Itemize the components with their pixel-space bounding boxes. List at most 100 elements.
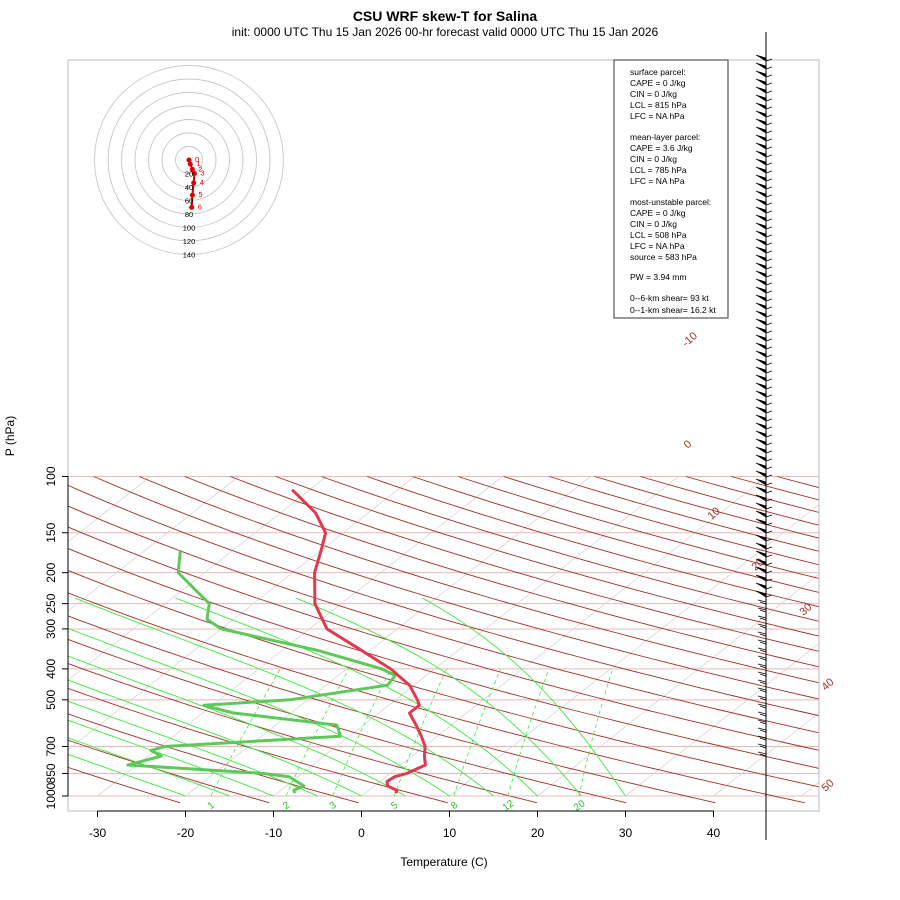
hodograph-level-label: 4 (200, 178, 204, 187)
dry-adiabat (275, 476, 819, 637)
wind-barb (765, 530, 773, 534)
wind-barb (755, 286, 767, 294)
wind-barb (765, 394, 773, 398)
wind-barb (759, 649, 767, 653)
wind-barb (755, 62, 767, 70)
wind-barb (765, 258, 773, 262)
wind-barb (765, 330, 773, 334)
wind-barb (755, 478, 767, 486)
mixing-ratio-line (507, 668, 550, 797)
chart-title: CSU WRF skew-T for Salina (353, 8, 538, 24)
wind-barb (765, 442, 773, 446)
wind-barb (765, 122, 773, 126)
dry-adiabat (68, 505, 819, 734)
wind-barb (765, 146, 773, 150)
x-tick-label: -30 (89, 826, 107, 840)
wind-barb (759, 657, 767, 661)
wind-barb (755, 102, 767, 110)
dry-adiabat (68, 766, 181, 804)
wind-barb (765, 114, 773, 118)
wind-barb (765, 186, 773, 190)
surface-cin: CIN = 0 J/kg (630, 89, 677, 99)
wind-barb (755, 182, 767, 190)
x-tick-label: 40 (707, 826, 721, 840)
wind-barb (765, 354, 773, 358)
wind-barb (755, 214, 767, 222)
wind-barb (757, 695, 767, 699)
isotherm-diagonal (273, 476, 679, 797)
moist-adiabat (74, 597, 494, 797)
dry-adiabat (68, 687, 448, 804)
wind-barb (765, 106, 773, 110)
hodograph-level-label: 3 (200, 169, 204, 178)
wind-barb (755, 126, 767, 134)
y-tick-label: 250 (44, 593, 58, 613)
wind-barb (759, 705, 767, 709)
dewpoint-line (126, 549, 397, 794)
wind-barb (755, 534, 767, 542)
wind-barb (765, 194, 773, 198)
temperature-line (291, 488, 427, 794)
mu-lcl: LCL = 508 hPa (630, 230, 687, 240)
hodograph-point (191, 180, 197, 186)
wind-barb (757, 671, 767, 675)
mixing-ratio-label: 5 (389, 800, 400, 812)
wind-barb (755, 294, 767, 302)
wind-barb (757, 719, 767, 723)
wind-barb (765, 490, 773, 494)
dry-adiabat (139, 476, 819, 684)
hodograph-point (189, 166, 195, 172)
hodograph-ring (94, 65, 284, 255)
wind-barb (755, 278, 767, 286)
wind-barb (765, 474, 773, 478)
wind-barb (755, 78, 767, 86)
ml-cin: CIN = 0 J/kg (630, 154, 677, 164)
wind-barb (765, 314, 773, 318)
moist-adiabat (68, 655, 406, 797)
y-tick-label: 850 (44, 763, 58, 783)
dry-adiabat (321, 476, 819, 622)
wind-barb (755, 110, 767, 118)
wind-barb (757, 687, 767, 691)
wind-barb (755, 142, 767, 150)
ml-lcl: LCL = 785 hPa (630, 165, 687, 175)
mixing-ratio-label: 2 (281, 800, 292, 812)
isotherm-diagonal (97, 476, 503, 797)
wind-barb (755, 174, 767, 182)
wind-barb (765, 154, 773, 158)
wind-barb (755, 350, 767, 358)
hodograph-level-label: 6 (198, 202, 202, 211)
wind-barb (755, 54, 767, 62)
ml-lfc: LFC = NA hPa (630, 176, 685, 186)
wind-barb (765, 370, 773, 374)
dry-adiabat (68, 592, 805, 804)
wind-barb (755, 558, 767, 566)
wind-barb (765, 322, 773, 326)
wind-barb (759, 737, 767, 741)
wind-barb (757, 711, 767, 715)
wind-barb (757, 663, 767, 667)
wind-barb (759, 601, 767, 605)
temperature-axis: -30 -20 -10 0 10 20 30 40 (89, 810, 721, 840)
ml-cape: CAPE = 3.6 J/kg (630, 143, 693, 153)
moist-adiabat (68, 700, 318, 797)
wind-barb (765, 250, 773, 254)
wind-barb (765, 178, 773, 182)
mixing-ratio-line (453, 668, 501, 797)
wind-barb (765, 466, 773, 470)
wind-barb (755, 94, 767, 102)
y-tick-label: 150 (44, 522, 58, 542)
wind-barb (755, 446, 767, 454)
wind-barb (755, 430, 767, 438)
wind-barb (765, 74, 773, 78)
wind-barb (765, 58, 773, 62)
wind-barb (755, 302, 767, 310)
wind-barb (765, 290, 773, 294)
moist-adiabat (68, 679, 362, 797)
wind-barb (755, 574, 767, 582)
hodograph-ring-label: 20 (185, 170, 193, 179)
mu-cape: CAPE = 0 J/kg (630, 208, 686, 218)
hodograph-level-label: 2 (198, 164, 202, 173)
wind-barb (755, 366, 767, 374)
